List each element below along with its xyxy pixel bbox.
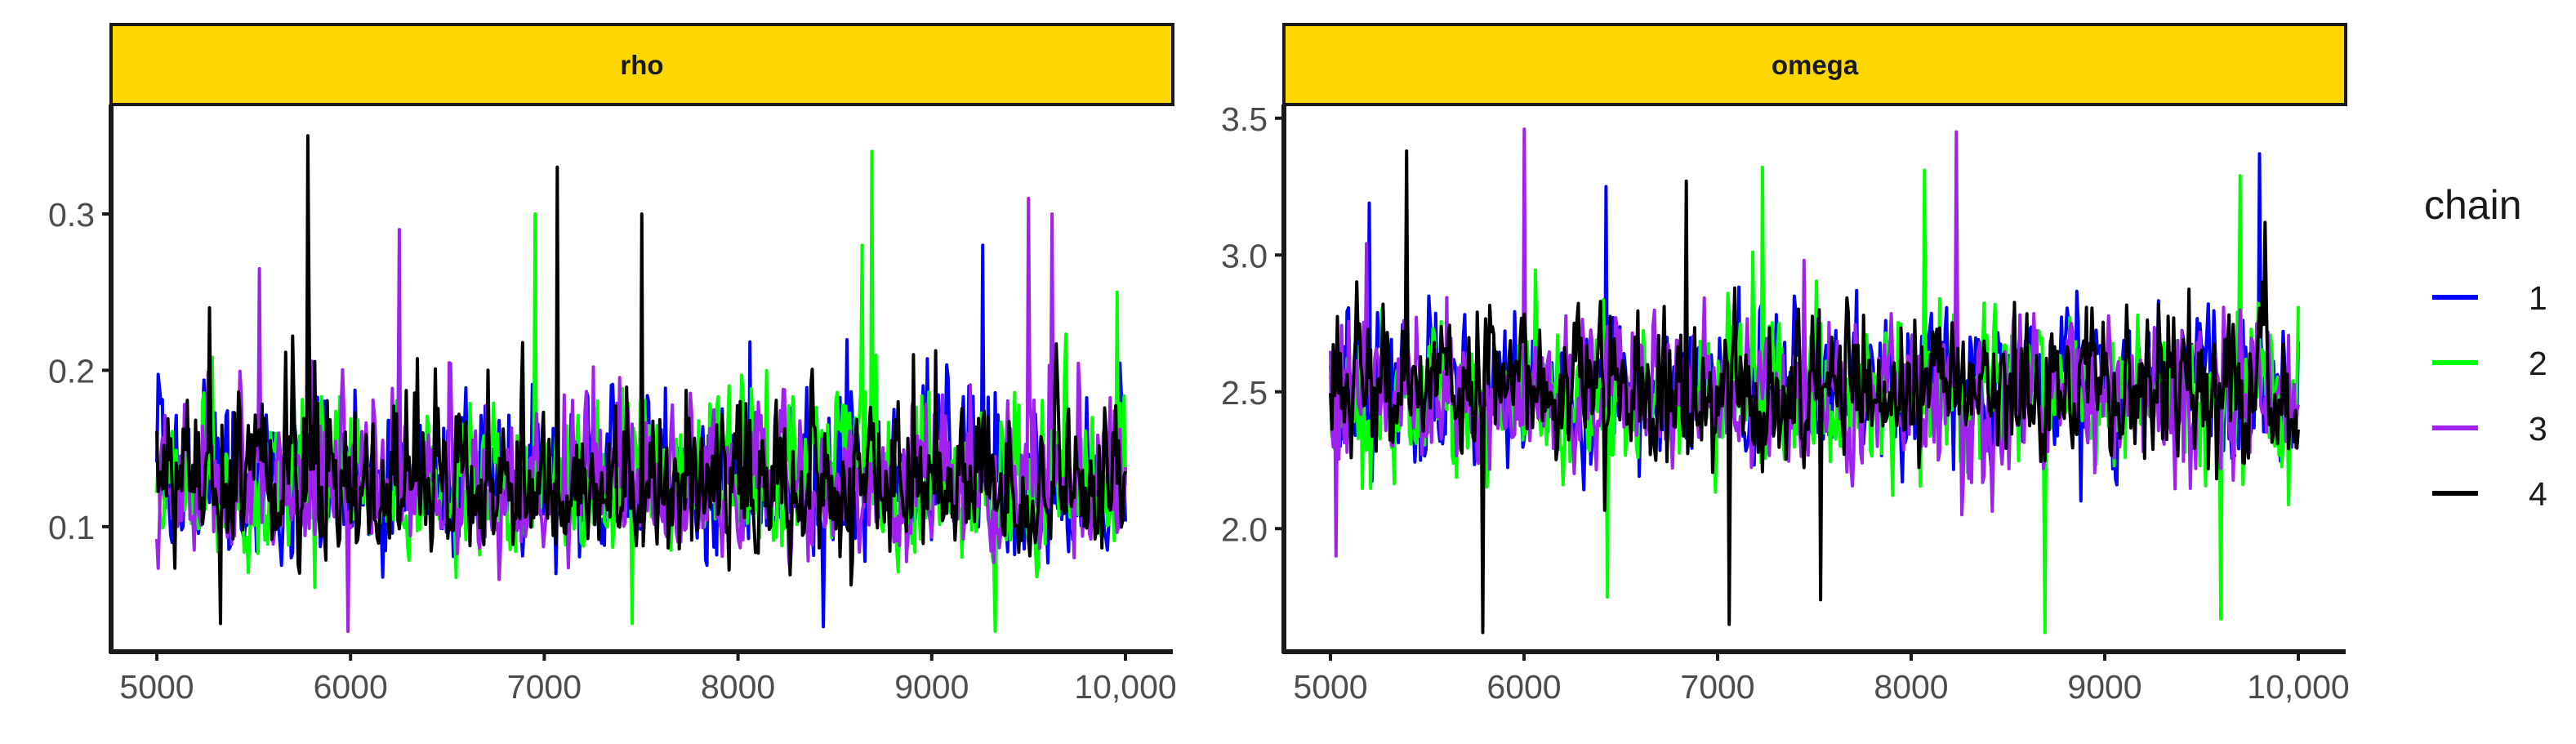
- x-tick-label: 7000: [1680, 668, 1754, 706]
- x-tick-label: 9000: [894, 668, 969, 706]
- legend-label-2: 2: [2529, 345, 2547, 382]
- x-tick-label: 10,000: [1074, 668, 1176, 706]
- omega-panel: omega 2.0 2.5 3.0 3.5 5000 6000 7000 8000 9000 10,…: [1221, 23, 2350, 706]
- traces: [155, 134, 1127, 634]
- x-tick-label: 7000: [507, 668, 582, 706]
- legend-title: chain: [2424, 182, 2522, 228]
- x-tick-label: 6000: [314, 668, 388, 706]
- panel-strip: [109, 23, 1174, 106]
- strip-label: rho: [620, 50, 663, 80]
- strip-label: omega: [1772, 50, 1859, 80]
- chain-legend: chain 1 2 3 4: [2424, 182, 2547, 513]
- x-tick-label: 8000: [701, 668, 775, 706]
- x-tick-label: 8000: [1874, 668, 1948, 706]
- trace-chain-4: [1329, 149, 2300, 635]
- traces: [1329, 127, 2300, 635]
- x-tick-label: 5000: [1293, 668, 1367, 706]
- y-tick-label: 3.0: [1221, 237, 1268, 274]
- y-tick-label: 3.5: [1221, 100, 1268, 138]
- y-tick-label: 0.1: [48, 509, 95, 546]
- x-tick-label: 5000: [119, 668, 194, 706]
- legend-label-4: 4: [2529, 475, 2547, 513]
- trace-chain-4: [155, 134, 1127, 626]
- panel-strip: [1282, 23, 2347, 106]
- legend-label-3: 3: [2529, 410, 2547, 448]
- y-tick-label: 0.2: [48, 352, 95, 390]
- x-tick-label: 10,000: [2247, 668, 2349, 706]
- x-tick-label: 6000: [1486, 668, 1561, 706]
- y-tick-label: 2.5: [1221, 374, 1268, 412]
- rho-panel: rho 0.1 0.2 0.3 5000 6000 7000 8000 9000 10,000: [48, 23, 1177, 706]
- y-tick-label: 0.3: [48, 196, 95, 234]
- y-tick-label: 2.0: [1221, 510, 1268, 548]
- x-tick-label: 9000: [2067, 668, 2141, 706]
- legend-label-1: 1: [2529, 279, 2547, 317]
